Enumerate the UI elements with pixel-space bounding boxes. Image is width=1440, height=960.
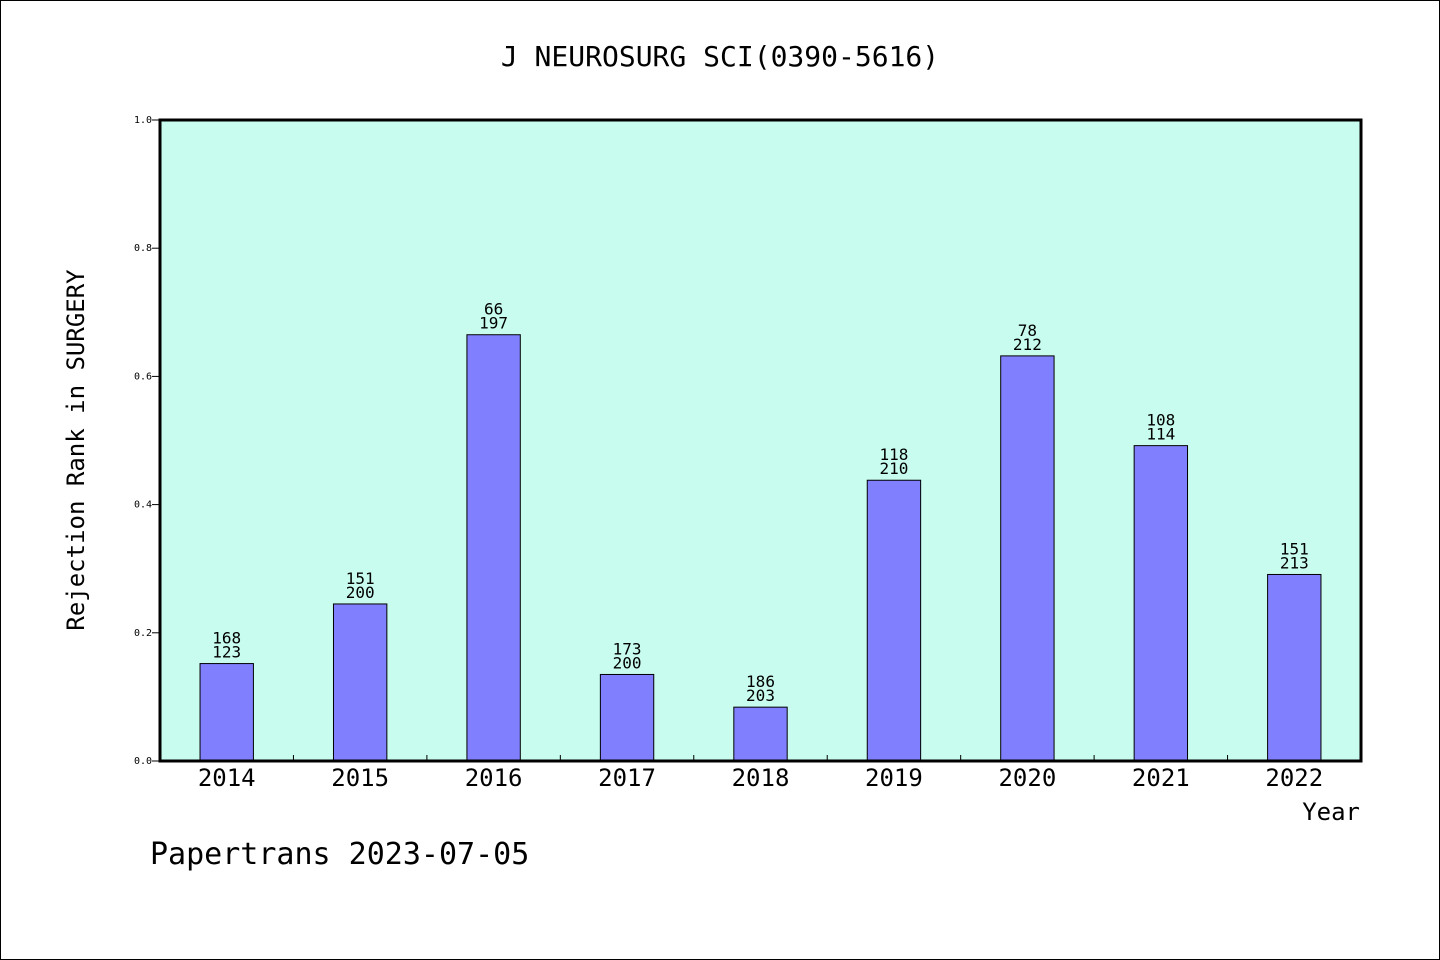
y-tick-label: 1.0 [134,115,152,126]
bar-label-top: 118 [879,445,908,464]
bar [1267,573,1322,762]
bar [199,663,254,762]
x-tick-label: 2021 [1132,764,1190,792]
y-tick-label: 0.8 [134,243,152,254]
bar-label-bottom: 123 [212,643,241,662]
x-tick-label: 2017 [598,764,656,792]
x-tick-label: 2018 [732,764,790,792]
plot-border [158,118,1363,763]
bar-label-top: 173 [613,639,642,658]
bar-label-bottom: 203 [746,686,775,705]
y-tick-label: 0.0 [134,756,152,767]
bar-label-top: 151 [1280,539,1309,558]
x-tick-label: 2015 [331,764,389,792]
bar-label-bottom: 200 [346,583,375,602]
bar-label-top: 108 [1146,411,1175,430]
y-tick-label: 0.6 [134,371,152,382]
x-tick-label: 2022 [1265,764,1323,792]
chart-title: J NEUROSURG SCI(0390-5616) [501,40,939,73]
x-tick-label: 2020 [998,764,1056,792]
bar-label-bottom: 200 [613,653,642,672]
bar [866,479,922,762]
bar-label-bottom: 213 [1280,553,1309,572]
bar [1000,355,1055,762]
bar-label-top: 78 [1018,321,1037,340]
bar-label-bottom: 114 [1146,425,1175,444]
bar-label-bottom: 212 [1013,335,1042,354]
bar-label-top: 151 [346,569,375,588]
bar-label-top: 66 [484,300,503,319]
x-tick-label: 2016 [465,764,523,792]
footer-text: Papertrans 2023-07-05 [150,837,529,872]
bar [332,603,388,762]
bar [599,673,655,762]
bar [466,334,521,762]
bar-label-bottom: 197 [479,314,508,333]
y-tick-label: 0.4 [134,500,152,511]
x-tick-label: 2019 [865,764,923,792]
x-axis-label: Year [1302,798,1360,826]
bar [733,706,788,762]
y-axis-label: Rejection Rank in SURGERY [62,269,90,631]
bar [1133,445,1189,762]
x-tick-label: 2014 [198,764,256,792]
bar-label-top: 168 [212,629,241,648]
y-tick-label: 0.2 [134,628,152,639]
bar-label-top: 186 [746,672,775,691]
bar-label-bottom: 210 [879,459,908,478]
